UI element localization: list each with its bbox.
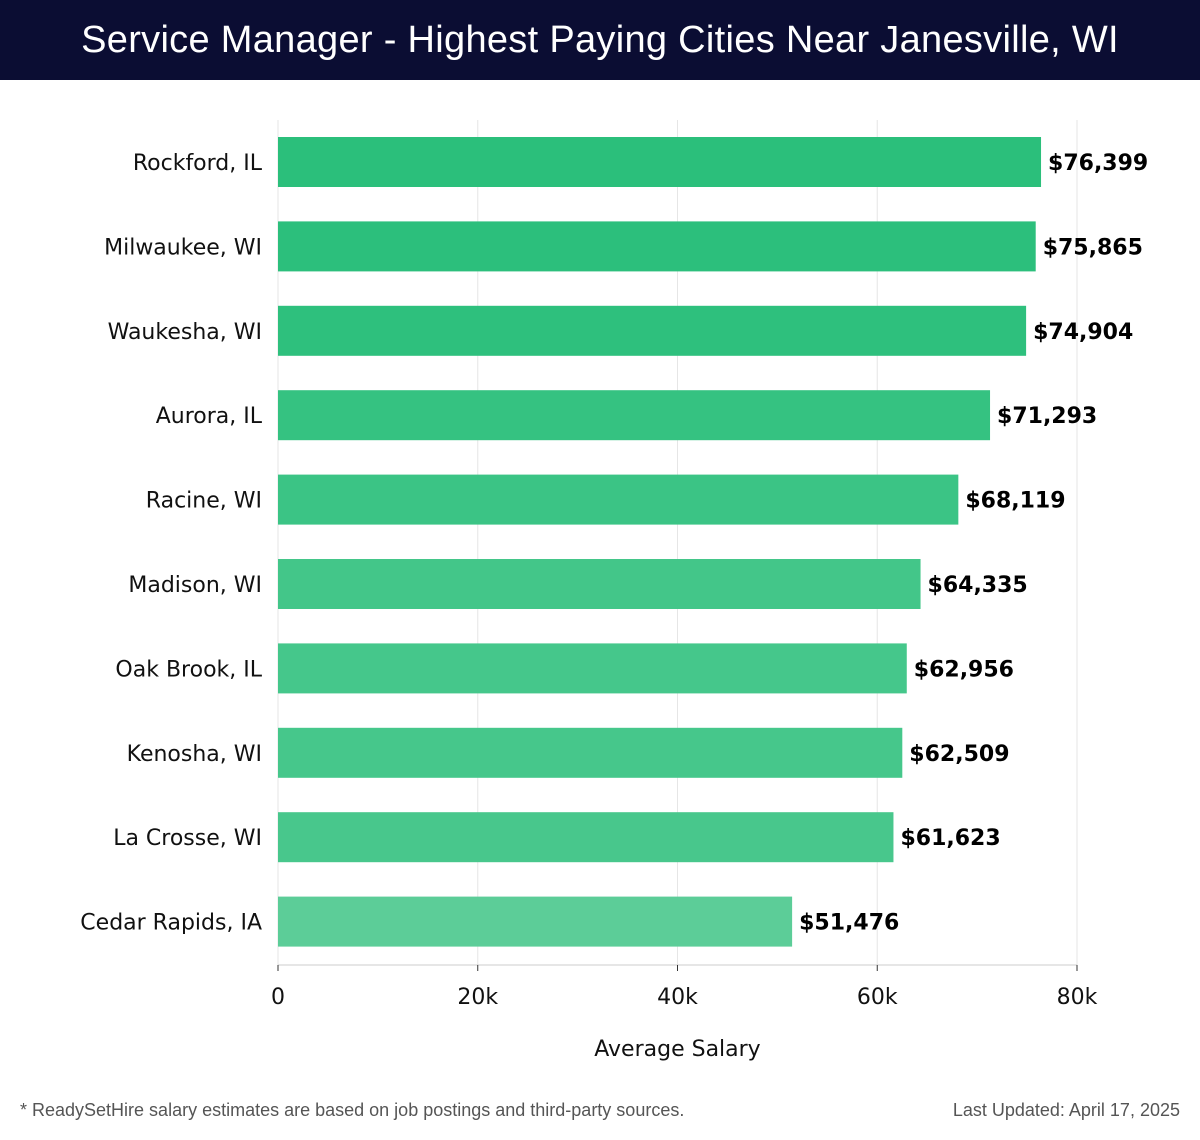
x-tick-label: 0 [271, 985, 285, 1010]
bar [278, 474, 959, 525]
bar [278, 643, 907, 694]
bar [278, 896, 793, 947]
category-label: Rockford, IL [133, 151, 263, 176]
category-label: Waukesha, WI [108, 320, 262, 345]
bar [278, 390, 991, 441]
x-tick-label: 40k [657, 985, 698, 1010]
title-bar: Service Manager - Highest Paying Cities … [0, 0, 1200, 80]
bar [278, 812, 894, 863]
x-tick-label: 20k [457, 985, 498, 1010]
bar [278, 305, 1027, 356]
chart-title: Service Manager - Highest Paying Cities … [81, 18, 1119, 61]
footer-note: * ReadySetHire salary estimates are base… [20, 1100, 685, 1120]
data-label: $76,399 [1048, 151, 1148, 176]
bar-chart: 0 20k 40k 60k 80k Average Salary Rockford, IL $… [80, 120, 1148, 1062]
category-label: La Crosse, WI [113, 826, 262, 851]
data-label: $64,335 [928, 573, 1028, 598]
category-label: Milwaukee, WI [104, 235, 262, 260]
data-label: $62,509 [909, 742, 1009, 767]
category-label: Oak Brook, IL [115, 657, 262, 682]
data-label: $71,293 [997, 404, 1097, 429]
category-label: Kenosha, WI [127, 742, 262, 767]
bar [278, 137, 1042, 187]
data-label: $62,956 [914, 657, 1014, 682]
category-label: Madison, WI [128, 573, 262, 598]
data-label: $61,623 [900, 826, 1000, 851]
last-updated: Last Updated: April 17, 2025 [952, 1100, 1180, 1120]
bar [278, 559, 921, 609]
data-label: $74,904 [1033, 320, 1133, 345]
data-label: $75,865 [1043, 235, 1143, 260]
category-label: Racine, WI [146, 489, 262, 514]
x-tick-label: 80k [1057, 985, 1098, 1010]
x-tick-label: 60k [857, 985, 898, 1010]
bar [278, 221, 1036, 272]
category-label: Aurora, IL [156, 404, 263, 429]
data-label: $68,119 [965, 489, 1065, 514]
category-label: Cedar Rapids, IA [80, 911, 262, 936]
data-label: $51,476 [799, 911, 899, 936]
x-axis-title: Average Salary [594, 1037, 760, 1062]
bar [278, 727, 903, 778]
